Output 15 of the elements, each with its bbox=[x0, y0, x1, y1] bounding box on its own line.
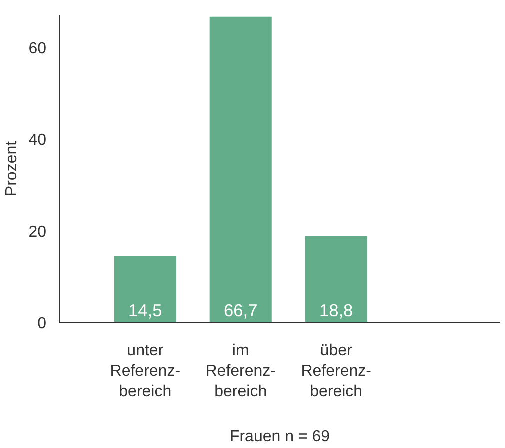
bar bbox=[305, 236, 368, 322]
y-tick-label: 60 bbox=[28, 40, 47, 58]
x-tick-label: unter Referenz- bereich bbox=[110, 342, 181, 400]
data-label: 14,5 bbox=[128, 300, 162, 320]
y-axis-title: Prozent bbox=[4, 140, 21, 197]
data-label: 66,7 bbox=[224, 300, 258, 320]
bar bbox=[210, 16, 272, 322]
y-tick-label: 20 bbox=[28, 224, 47, 241]
y-tick-label: 40 bbox=[28, 132, 47, 150]
x-axis-title: Frauen n = 69 bbox=[230, 428, 330, 446]
x-tick-label: über Referenz- bereich bbox=[301, 342, 372, 400]
data-label: 18,8 bbox=[319, 300, 354, 320]
x-tick-label: im Referenz- bereich bbox=[206, 342, 276, 400]
y-tick-label: 0 bbox=[38, 316, 47, 332]
bar bbox=[114, 256, 176, 322]
